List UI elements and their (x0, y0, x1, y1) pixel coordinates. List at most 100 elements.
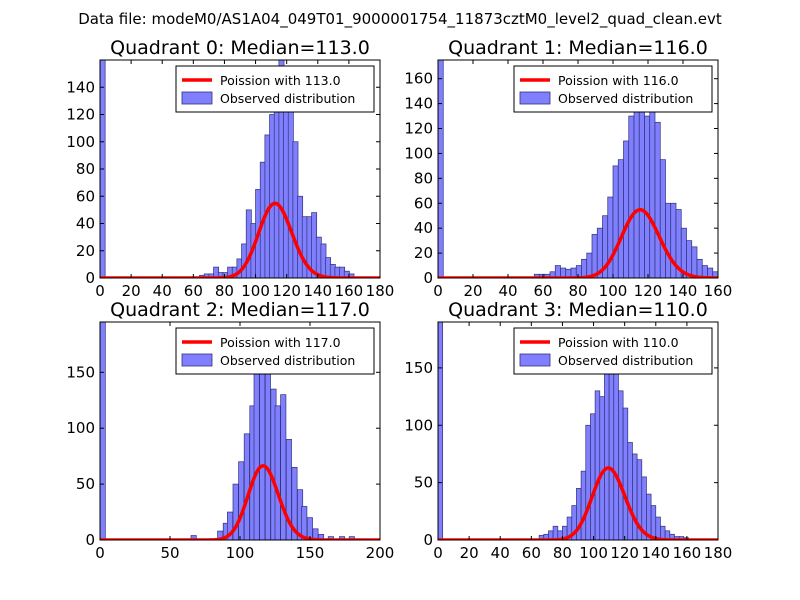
histogram-bar (655, 516, 661, 540)
chart-title: Quadrant 0: Median=113.0 (110, 37, 370, 59)
x-tick-label: 160 (673, 544, 702, 562)
legend-curve-label: Poission with 117.0 (220, 335, 341, 350)
histogram-bar (649, 109, 656, 278)
quadrant-2-chart: Quadrant 2: Median=117.0 0 50 100 150 200 0 50 1… (66, 299, 394, 562)
x-tick-label: 100 (241, 282, 270, 300)
legend-hist-swatch (181, 353, 213, 367)
y-tick-label: 120 (404, 120, 433, 138)
histogram-bar (623, 140, 630, 278)
histogram-bar (613, 361, 619, 540)
x-tick-label: 180 (366, 282, 395, 300)
y-tick-label: 100 (404, 144, 433, 162)
suptitle: Data file: modeM0/AS1A04_049T01_90000017… (78, 10, 722, 29)
histogram-bar (438, 60, 444, 278)
histogram-bar (608, 356, 615, 540)
histogram-bar (632, 453, 638, 540)
histogram-bar (590, 413, 596, 540)
histogram-bar (627, 442, 633, 540)
y-tick-label: 40 (76, 215, 95, 233)
x-tick-label: 60 (522, 544, 541, 562)
y-tick-label: 100 (66, 133, 95, 151)
histogram-bar (696, 258, 703, 278)
legend-hist-swatch (519, 91, 551, 105)
y-tick-label: 140 (66, 78, 95, 96)
x-tick-label: 0 (95, 282, 105, 300)
x-tick-label: 120 (272, 282, 301, 300)
y-tick-label: 20 (76, 242, 95, 260)
x-tick-label: 40 (153, 282, 172, 300)
y-tick-label: 0 (85, 269, 95, 287)
y-tick-label: 0 (423, 531, 433, 549)
histogram-bar (238, 461, 245, 540)
x-tick-label: 20 (122, 282, 141, 300)
plot-area (438, 322, 718, 540)
y-tick-label: 150 (66, 363, 95, 381)
chart-title: Quadrant 2: Median=117.0 (110, 299, 370, 321)
x-tick-label: 120 (610, 544, 639, 562)
x-tick-label: 80 (568, 282, 587, 300)
histogram-bar (607, 196, 614, 278)
histogram-bar (438, 322, 444, 540)
histogram-bar (665, 202, 672, 278)
x-tick-label: 0 (433, 544, 443, 562)
x-tick-label: 40 (491, 544, 510, 562)
histogram-bar (617, 159, 624, 278)
y-tick-label: 40 (414, 219, 433, 237)
plot-area (100, 60, 380, 278)
histogram-bar (650, 505, 657, 540)
x-tick-label: 100 (599, 282, 628, 300)
y-tick-label: 20 (414, 244, 433, 262)
histogram-bar (554, 265, 561, 278)
legend-hist-swatch (519, 353, 551, 367)
histogram-bar (599, 396, 605, 540)
histogram-bar (618, 390, 624, 540)
histogram-bar (580, 470, 587, 540)
x-tick-label: 160 (704, 282, 733, 300)
histogram-bar (622, 407, 629, 540)
histogram-bar (604, 367, 610, 540)
y-tick-label: 100 (66, 419, 95, 437)
histogram-bar (659, 159, 666, 278)
x-tick-label: 200 (366, 544, 395, 562)
x-tick-label: 0 (433, 282, 443, 300)
y-tick-label: 50 (414, 474, 433, 492)
x-tick-label: 140 (669, 282, 698, 300)
histogram-bar (274, 405, 281, 540)
legend-hist-swatch (181, 91, 213, 105)
histogram-bar (594, 390, 601, 540)
y-tick-label: 150 (404, 359, 433, 377)
x-tick-label: 20 (463, 282, 482, 300)
histogram-bar (591, 234, 598, 278)
histogram-bar (586, 252, 593, 278)
histogram-bar (264, 371, 271, 540)
quadrant-0-chart: Quadrant 0: Median=113.00 20 40 60 80 100 120 1… (66, 37, 394, 300)
histogram-bar (318, 534, 325, 540)
y-tick-label: 0 (423, 269, 433, 287)
histogram-bar (638, 84, 645, 278)
x-tick-label: 80 (553, 544, 572, 562)
histogram-bar (243, 433, 250, 540)
x-tick-label: 0 (95, 544, 105, 562)
histogram-bar (644, 115, 651, 278)
histogram-bar (585, 424, 591, 540)
histogram-bar (612, 165, 619, 278)
x-tick-label: 100 (579, 544, 608, 562)
histogram-bar (691, 246, 698, 278)
legend-curve-label: Poission with 113.0 (220, 73, 341, 88)
y-tick-label: 80 (76, 160, 95, 178)
y-tick-label: 120 (66, 106, 95, 124)
x-tick-label: 140 (303, 282, 332, 300)
chart-title: Quadrant 1: Median=116.0 (448, 37, 708, 59)
x-tick-label: 180 (704, 544, 733, 562)
histogram-bar (654, 121, 661, 278)
legend-hist-label: Observed distribution (220, 91, 355, 106)
x-tick-label: 80 (215, 282, 234, 300)
x-tick-label: 60 (533, 282, 552, 300)
x-tick-label: 120 (634, 282, 663, 300)
x-tick-label: 140 (641, 544, 670, 562)
histogram-bar (581, 258, 588, 278)
chart-title: Quadrant 3: Median=110.0 (448, 299, 708, 321)
legend-hist-label: Observed distribution (220, 353, 355, 368)
quadrant-3-chart: Quadrant 3: Median=110.00 20 40 60 80 100 120 1… (404, 299, 732, 562)
